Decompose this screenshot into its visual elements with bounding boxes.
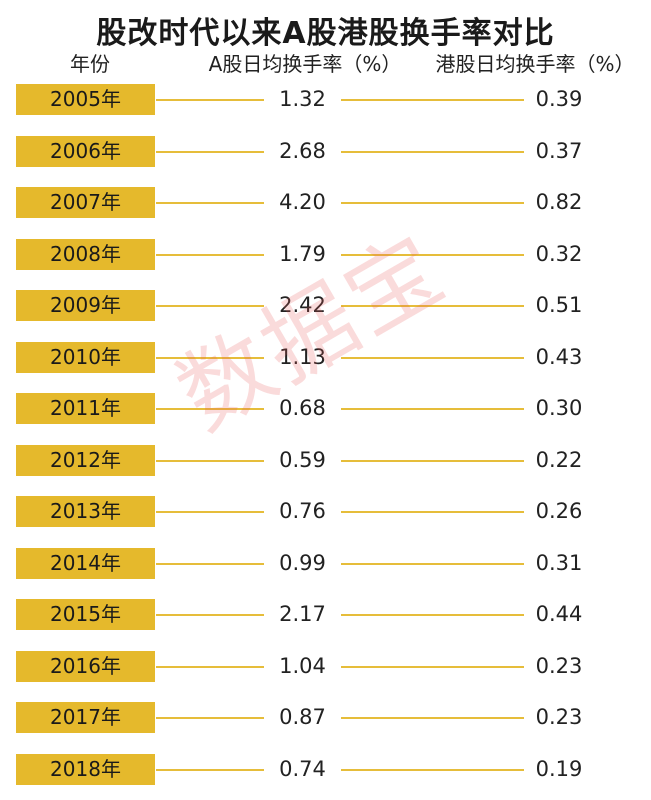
hk-turnover-value: 0.22 <box>535 448 583 472</box>
connector-line <box>341 563 524 565</box>
table-row: 2018年 0.74 0.19 <box>0 754 651 785</box>
connector-line <box>156 563 264 565</box>
a-share-turnover-value: 2.42 <box>279 293 326 317</box>
connector-line <box>341 666 524 668</box>
table-row: 2008年 1.79 0.32 <box>0 239 651 270</box>
table-row: 2014年 0.99 0.31 <box>0 548 651 579</box>
connector-line <box>341 305 524 307</box>
hk-turnover-value: 0.37 <box>535 139 583 163</box>
hk-turnover-value: 0.32 <box>535 242 583 266</box>
a-share-turnover-value: 0.76 <box>279 499 326 523</box>
year-label: 2006年 <box>16 136 155 167</box>
connector-line <box>341 99 524 101</box>
table-row: 2015年 2.17 0.44 <box>0 599 651 630</box>
connector-line <box>341 202 524 204</box>
connector-line <box>156 511 264 513</box>
connector-line <box>156 202 264 204</box>
year-label: 2018年 <box>16 754 155 785</box>
connector-line <box>341 357 524 359</box>
connector-line <box>341 151 524 153</box>
connector-line <box>156 614 264 616</box>
header-hk-turnover: 港股日均换手率（%） <box>435 52 635 76</box>
year-label: 2014年 <box>16 548 155 579</box>
hk-turnover-value: 0.51 <box>535 293 583 317</box>
a-share-turnover-value: 1.32 <box>279 87 326 111</box>
table-row: 2010年 1.13 0.43 <box>0 342 651 373</box>
table-row: 2012年 0.59 0.22 <box>0 445 651 476</box>
year-label: 2009年 <box>16 290 155 321</box>
hk-turnover-value: 0.23 <box>535 705 583 729</box>
hk-turnover-value: 0.31 <box>535 551 583 575</box>
year-label: 2015年 <box>16 599 155 630</box>
connector-line <box>156 666 264 668</box>
connector-line <box>341 614 524 616</box>
year-label: 2016年 <box>16 651 155 682</box>
hk-turnover-value: 0.26 <box>535 499 583 523</box>
connector-line <box>341 717 524 719</box>
a-share-turnover-value: 1.04 <box>279 654 326 678</box>
table-row: 2009年 2.42 0.51 <box>0 290 651 321</box>
year-label: 2008年 <box>16 239 155 270</box>
connector-line <box>156 305 264 307</box>
hk-turnover-value: 0.23 <box>535 654 583 678</box>
hk-turnover-value: 0.30 <box>535 396 583 420</box>
hk-turnover-value: 0.82 <box>535 190 583 214</box>
year-label: 2010年 <box>16 342 155 373</box>
table-row: 2007年 4.20 0.82 <box>0 187 651 218</box>
year-label: 2007年 <box>16 187 155 218</box>
connector-line <box>156 254 264 256</box>
a-share-turnover-value: 0.68 <box>279 396 326 420</box>
connector-line <box>341 408 524 410</box>
table-row: 2017年 0.87 0.23 <box>0 702 651 733</box>
a-share-turnover-value: 1.13 <box>279 345 326 369</box>
year-label: 2017年 <box>16 702 155 733</box>
header-year: 年份 <box>70 52 110 76</box>
a-share-turnover-value: 4.20 <box>279 190 326 214</box>
hk-turnover-value: 0.44 <box>535 602 583 626</box>
connector-line <box>341 460 524 462</box>
connector-line <box>341 769 524 771</box>
a-share-turnover-value: 0.59 <box>279 448 326 472</box>
a-share-turnover-value: 1.79 <box>279 242 326 266</box>
table-row: 2006年 2.68 0.37 <box>0 136 651 167</box>
connector-line <box>341 511 524 513</box>
connector-line <box>156 717 264 719</box>
year-label: 2005年 <box>16 84 155 115</box>
year-label: 2012年 <box>16 445 155 476</box>
connector-line <box>156 99 264 101</box>
table-row: 2016年 1.04 0.23 <box>0 651 651 682</box>
connector-line <box>156 408 264 410</box>
a-share-turnover-value: 2.68 <box>279 139 326 163</box>
a-share-turnover-value: 0.74 <box>279 757 326 781</box>
connector-line <box>156 357 264 359</box>
chart-title: 股改时代以来A股港股换手率对比 <box>96 16 555 51</box>
table-row: 2013年 0.76 0.26 <box>0 496 651 527</box>
connector-line <box>156 460 264 462</box>
a-share-turnover-value: 0.87 <box>279 705 326 729</box>
hk-turnover-value: 0.19 <box>535 757 583 781</box>
a-share-turnover-value: 2.17 <box>279 602 326 626</box>
hk-turnover-value: 0.39 <box>535 87 583 111</box>
year-label: 2013年 <box>16 496 155 527</box>
hk-turnover-value: 0.43 <box>535 345 583 369</box>
connector-line <box>156 151 264 153</box>
table-row: 2005年 1.32 0.39 <box>0 84 651 115</box>
header-a-share-turnover: A股日均换手率（%） <box>208 52 402 76</box>
a-share-turnover-value: 0.99 <box>279 551 326 575</box>
table-row: 2011年 0.68 0.30 <box>0 393 651 424</box>
connector-line <box>156 769 264 771</box>
year-label: 2011年 <box>16 393 155 424</box>
connector-line <box>341 254 524 256</box>
